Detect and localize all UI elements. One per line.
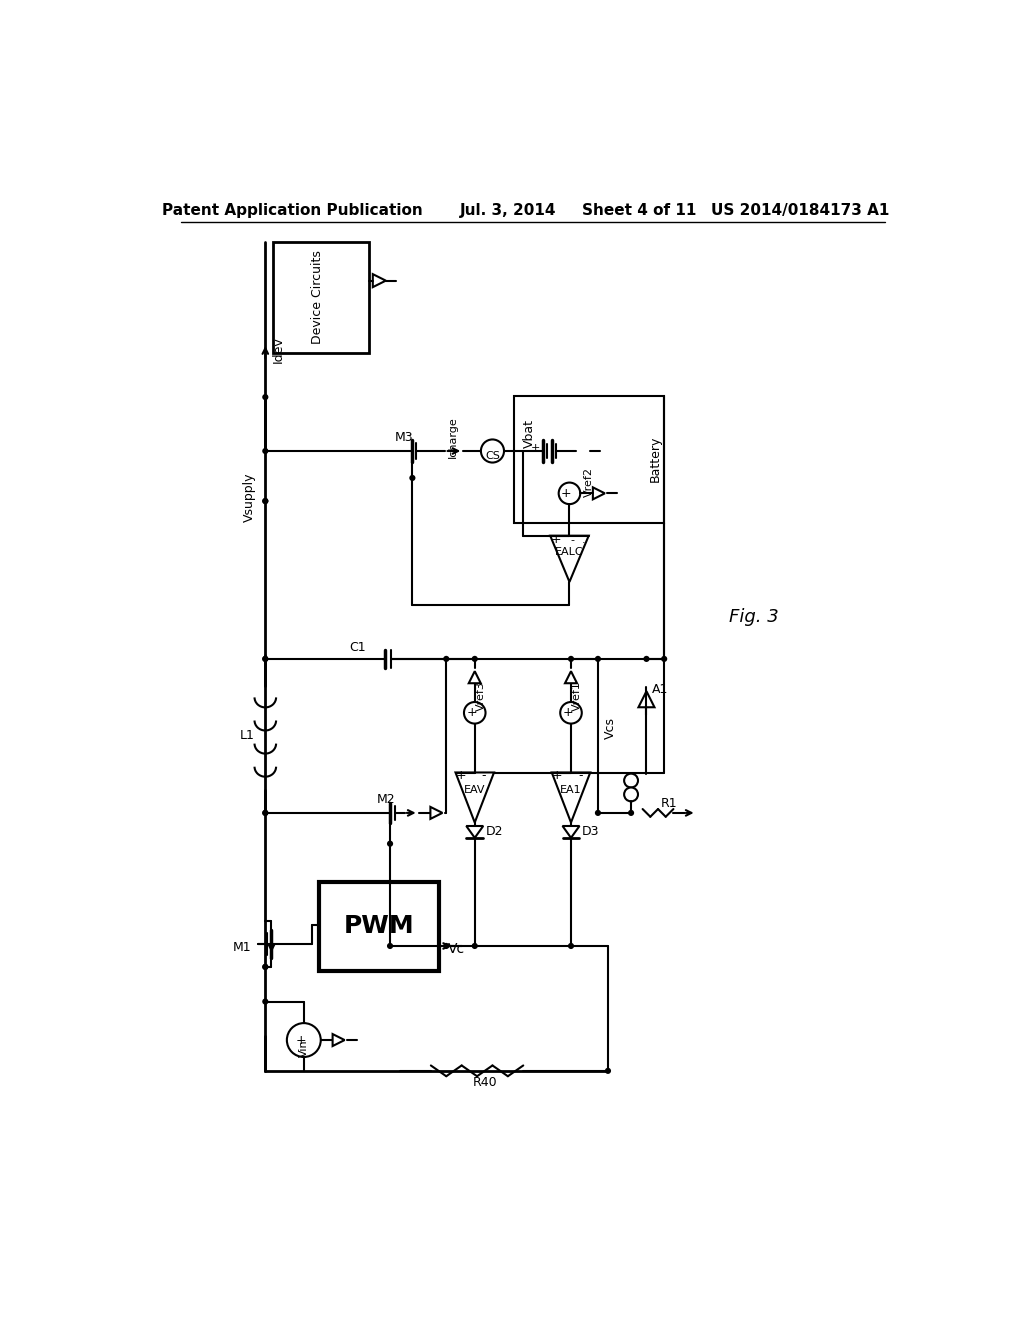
Polygon shape: [456, 772, 494, 822]
Circle shape: [625, 788, 638, 801]
Polygon shape: [550, 536, 589, 582]
Circle shape: [262, 498, 268, 504]
Bar: [514, 396, 665, 523]
Text: Vin: Vin: [299, 1039, 309, 1056]
Circle shape: [262, 998, 268, 1005]
Text: +: +: [295, 1034, 306, 1047]
Text: Vref1: Vref1: [572, 681, 583, 710]
Text: M3: M3: [394, 430, 414, 444]
Text: +: +: [530, 444, 541, 453]
Text: Vref2: Vref2: [584, 467, 594, 496]
Circle shape: [595, 656, 601, 663]
Polygon shape: [565, 671, 577, 684]
Text: -  .: - .: [571, 535, 586, 545]
Text: -: -: [481, 770, 486, 783]
Circle shape: [605, 1068, 611, 1074]
Bar: [319, 882, 438, 970]
Text: +: +: [551, 533, 562, 546]
Circle shape: [595, 809, 601, 816]
Circle shape: [472, 942, 478, 949]
Circle shape: [387, 942, 393, 949]
Circle shape: [520, 447, 526, 454]
Circle shape: [387, 841, 393, 847]
Text: L1: L1: [240, 730, 255, 742]
Text: R1: R1: [662, 797, 678, 810]
Text: CS: CS: [485, 450, 500, 461]
Text: EAV: EAV: [464, 785, 485, 795]
Polygon shape: [333, 1034, 345, 1045]
Circle shape: [662, 656, 668, 663]
Circle shape: [443, 942, 450, 949]
Circle shape: [262, 809, 268, 816]
Text: Vc: Vc: [447, 942, 465, 956]
Circle shape: [287, 1023, 321, 1057]
Polygon shape: [430, 807, 442, 818]
Text: Jul. 3, 2014: Jul. 3, 2014: [460, 203, 556, 218]
Text: +: +: [456, 770, 466, 783]
Circle shape: [643, 656, 649, 663]
Text: M1: M1: [232, 941, 252, 954]
Text: D2: D2: [485, 825, 503, 838]
Polygon shape: [373, 275, 386, 288]
Circle shape: [262, 447, 268, 454]
Text: Idev: Idev: [271, 337, 285, 363]
Text: Patent Application Publication: Patent Application Publication: [162, 203, 423, 218]
Circle shape: [262, 656, 268, 663]
Text: Vbat: Vbat: [523, 418, 536, 447]
Circle shape: [472, 656, 478, 663]
Circle shape: [262, 393, 268, 400]
Text: D3: D3: [582, 825, 599, 838]
Text: +: +: [552, 770, 562, 783]
Text: Battery: Battery: [648, 436, 662, 482]
Text: +: +: [561, 487, 571, 500]
Circle shape: [443, 656, 450, 663]
Text: Icharge: Icharge: [447, 416, 458, 458]
Circle shape: [410, 475, 416, 480]
Polygon shape: [466, 826, 483, 838]
Bar: [273, 242, 370, 354]
Circle shape: [568, 942, 574, 949]
Circle shape: [262, 964, 268, 970]
Polygon shape: [638, 692, 654, 708]
Circle shape: [560, 702, 582, 723]
Text: C1: C1: [349, 640, 366, 653]
Text: Vcs: Vcs: [604, 717, 617, 739]
Text: Fig. 3: Fig. 3: [729, 607, 779, 626]
Circle shape: [568, 656, 574, 663]
Circle shape: [262, 498, 268, 504]
Text: A1: A1: [652, 684, 669, 696]
Text: EA1: EA1: [560, 785, 582, 795]
Circle shape: [625, 774, 638, 788]
Text: Sheet 4 of 11: Sheet 4 of 11: [582, 203, 696, 218]
Text: Vref3: Vref3: [476, 681, 486, 710]
Polygon shape: [469, 671, 480, 684]
Circle shape: [464, 702, 485, 723]
Circle shape: [481, 440, 504, 462]
Text: -: -: [578, 770, 583, 783]
Text: +: +: [466, 706, 477, 719]
Circle shape: [628, 809, 634, 816]
Polygon shape: [552, 772, 590, 822]
Polygon shape: [562, 826, 580, 838]
Text: +: +: [562, 706, 573, 719]
Text: M2: M2: [377, 792, 395, 805]
Text: PWM: PWM: [344, 915, 414, 939]
Text: US 2014/0184173 A1: US 2014/0184173 A1: [712, 203, 890, 218]
Polygon shape: [593, 487, 605, 499]
Text: Device Circuits: Device Circuits: [311, 251, 324, 345]
Text: R40: R40: [472, 1076, 497, 1089]
Text: Vsupply: Vsupply: [243, 473, 256, 521]
Text: EALC: EALC: [555, 546, 584, 557]
Circle shape: [262, 656, 268, 663]
Circle shape: [262, 809, 268, 816]
Polygon shape: [575, 445, 588, 457]
Circle shape: [262, 964, 268, 970]
Circle shape: [559, 483, 581, 504]
